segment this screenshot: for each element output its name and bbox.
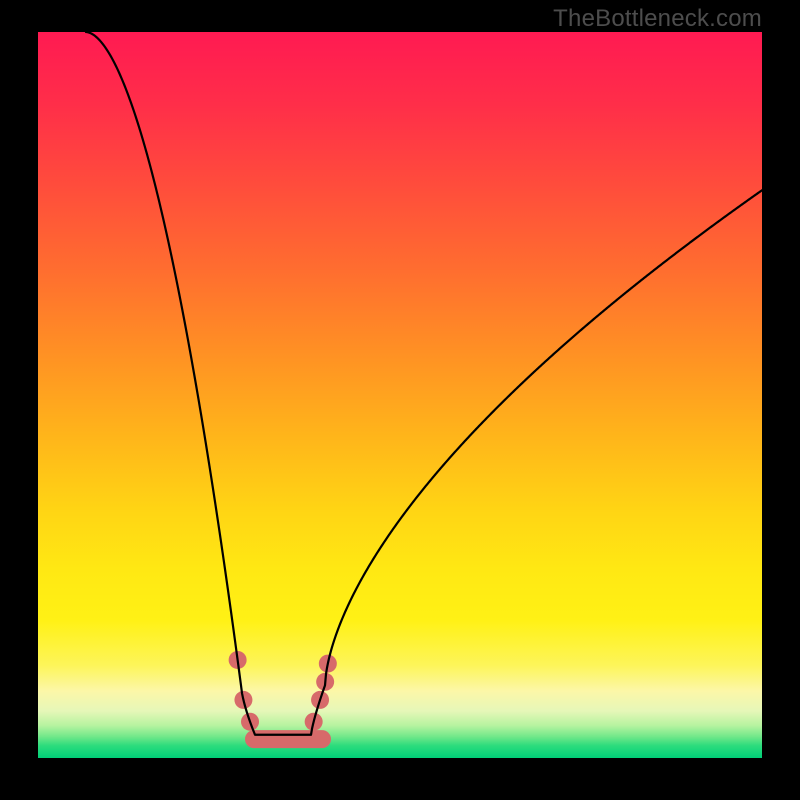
watermark-text: TheBottleneck.com (553, 5, 762, 33)
bottom-marker-band (245, 730, 331, 748)
plot-area (38, 32, 762, 758)
chart-stage: TheBottleneck.com (0, 0, 800, 800)
plot-svg (38, 32, 762, 758)
gradient-background (38, 32, 762, 758)
